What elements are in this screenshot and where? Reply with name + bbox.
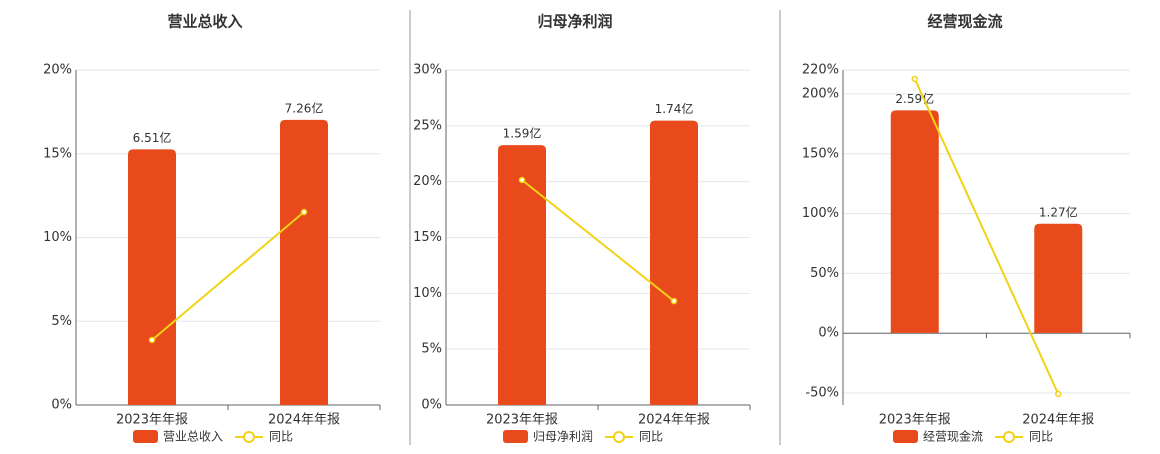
line-point [1055, 390, 1062, 398]
y-tick-label: 200% [802, 86, 839, 101]
legend-label: 归母净利润 [533, 430, 593, 444]
line-point [518, 176, 526, 184]
line-point [148, 336, 156, 344]
line-point [670, 297, 678, 305]
y-tick-label: 0% [51, 398, 72, 413]
data-label: 7.26亿 [285, 100, 324, 115]
data-label: 2.59亿 [895, 91, 934, 106]
chart-title: 营业总收入 [167, 13, 242, 31]
y-tick-label: 5% [421, 342, 442, 357]
data-label: 1.59亿 [503, 126, 542, 141]
y-tick-label: 0% [818, 326, 839, 341]
x-tick-label: 2023年年报 [116, 413, 188, 428]
y-tick-label: 150% [802, 146, 839, 161]
y-tick-label: 15% [43, 146, 72, 161]
x-tick-label: 2023年年报 [879, 413, 951, 428]
x-tick-label: 2024年年报 [268, 413, 340, 428]
y-tick-label: -50% [805, 386, 839, 401]
line-point [911, 75, 918, 83]
legend-swatch [133, 430, 158, 443]
chart-title: 经营现金流 [927, 13, 1002, 31]
legend-marker [613, 431, 625, 443]
line [913, 78, 1060, 395]
bar [280, 119, 328, 406]
legend-marker [243, 431, 255, 443]
y-tick-label: 30% [413, 63, 442, 78]
line [151, 211, 305, 341]
x-tick-label: 2024年年报 [1022, 413, 1094, 428]
legend-label: 同比 [1029, 430, 1053, 444]
y-tick-label: 5% [51, 314, 72, 329]
data-label: 1.27亿 [1039, 204, 1078, 219]
y-tick-label: 10% [43, 230, 72, 245]
x-tick-label: 2023年年报 [486, 413, 558, 428]
y-tick-label: 10% [413, 286, 442, 301]
legend-swatch [503, 430, 528, 443]
y-tick-label: 15% [413, 230, 442, 245]
data-label: 6.51亿 [133, 130, 172, 145]
legend-label: 营业总收入 [163, 430, 223, 444]
bar [128, 149, 176, 405]
legend-label: 同比 [269, 430, 293, 444]
y-tick-label: 20% [43, 63, 72, 78]
y-tick-label: 50% [810, 266, 839, 281]
x-tick-label: 2024年年报 [638, 413, 710, 428]
legend-marker [1003, 431, 1015, 443]
legend-label: 同比 [639, 430, 663, 444]
y-tick-label: 25% [413, 118, 442, 133]
bar [498, 145, 546, 406]
y-tick-label: 100% [802, 206, 839, 221]
line-point [300, 208, 308, 216]
chart-title: 归母净利润 [537, 13, 612, 31]
bar [650, 120, 698, 405]
y-tick-label: 220% [802, 63, 839, 78]
legend-label: 经营现金流 [923, 429, 983, 444]
bar [1034, 223, 1083, 333]
y-tick-label: 0% [421, 398, 442, 413]
line [521, 179, 675, 302]
y-tick-label: 20% [413, 174, 442, 189]
legend-swatch [893, 430, 918, 443]
bar [890, 110, 939, 333]
data-label: 1.74亿 [655, 101, 694, 116]
